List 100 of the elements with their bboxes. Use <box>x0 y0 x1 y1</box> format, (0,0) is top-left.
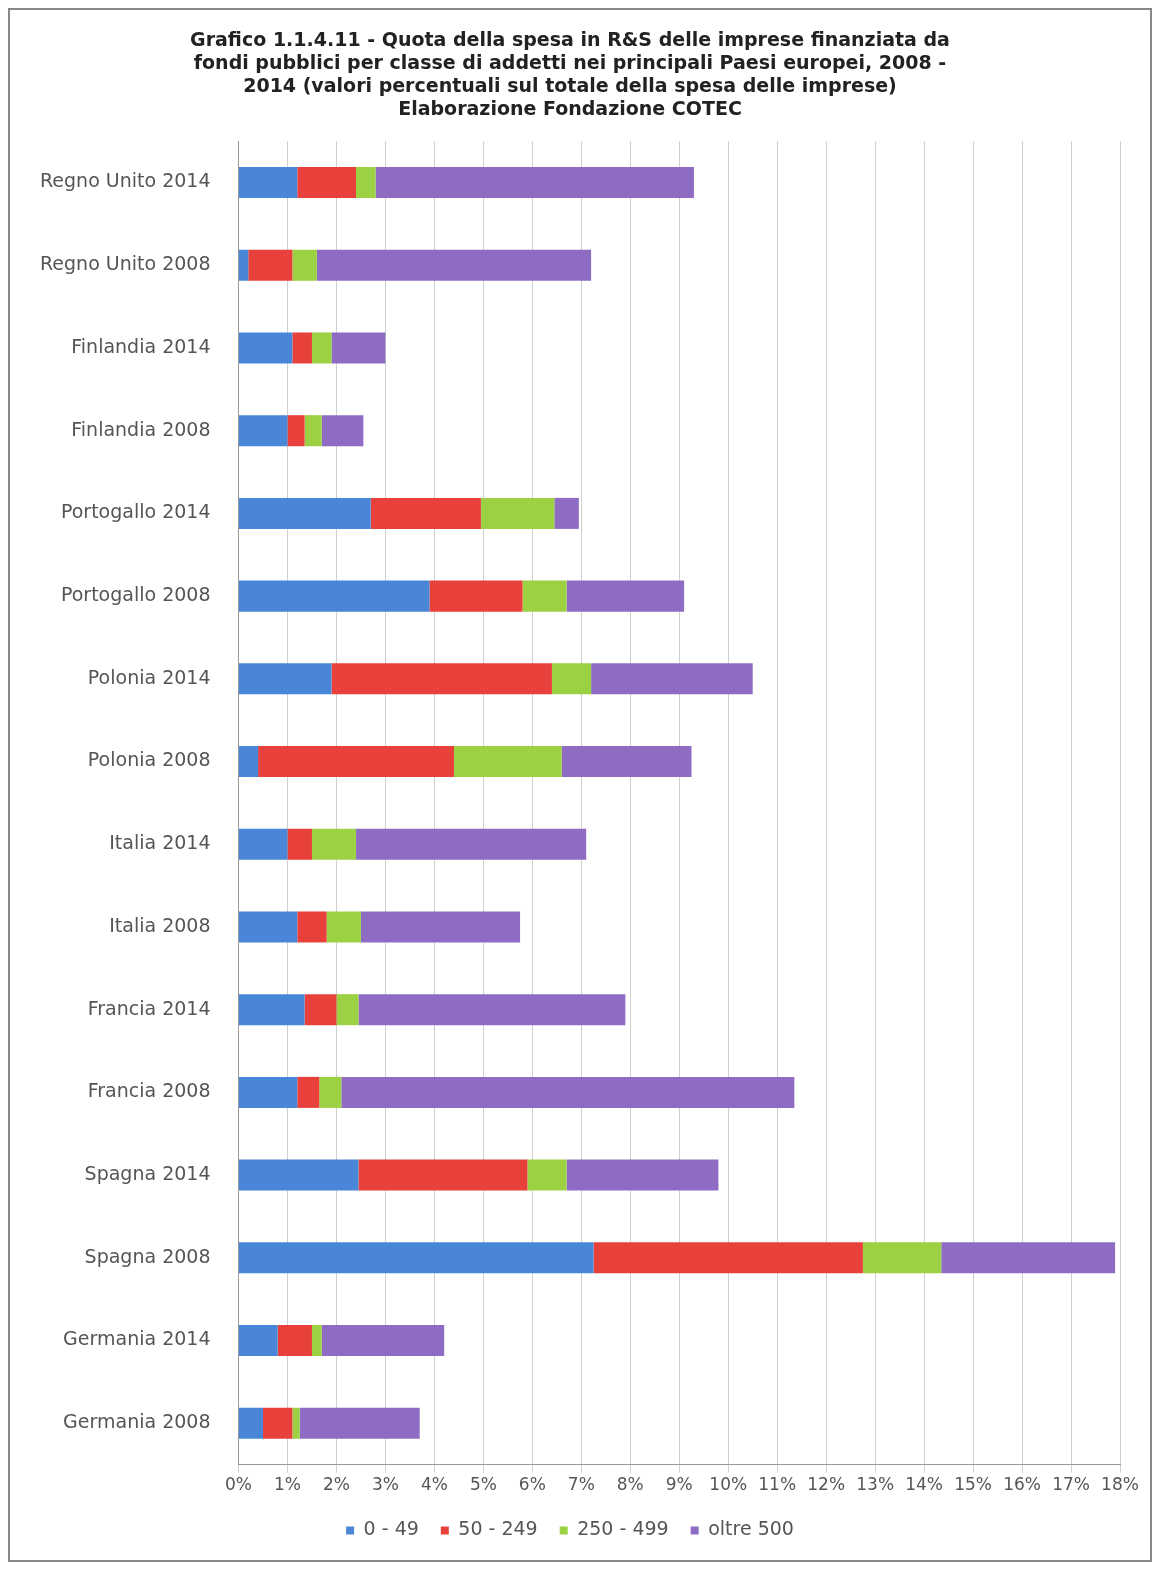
bar <box>336 994 359 1026</box>
bar <box>239 497 371 529</box>
x-tick-label: 9% <box>665 1474 693 1495</box>
bar <box>239 746 259 778</box>
x-tick-label: 14% <box>905 1474 944 1495</box>
bar <box>239 580 430 612</box>
bar <box>311 332 332 364</box>
bar <box>326 911 361 943</box>
bar <box>561 746 692 778</box>
bar <box>287 415 305 447</box>
x-tick-label: 16% <box>1003 1474 1041 1495</box>
bar <box>239 994 305 1026</box>
x-tick-label: 5% <box>469 1474 497 1495</box>
y-tick-label: Italia 2008 <box>109 913 211 936</box>
x-tick-label: 12% <box>807 1474 846 1495</box>
bar <box>239 911 298 943</box>
bar <box>239 1159 359 1191</box>
bar <box>297 911 327 943</box>
bar <box>239 249 249 281</box>
bar <box>239 663 332 695</box>
bar <box>239 332 293 364</box>
bar <box>316 249 592 281</box>
bar <box>566 580 685 612</box>
bar <box>527 1159 567 1191</box>
bar <box>480 497 555 529</box>
bar <box>304 994 337 1026</box>
bar <box>591 663 753 695</box>
bar <box>292 249 317 281</box>
y-tick-label: Finlandia 2014 <box>71 334 211 357</box>
bar <box>239 1242 594 1274</box>
bar <box>258 746 454 778</box>
bar <box>358 1159 528 1191</box>
bar <box>239 828 288 860</box>
x-tick-label: 17% <box>1052 1474 1090 1495</box>
bar <box>239 167 298 199</box>
bar <box>287 828 312 860</box>
legend-label: oltre 500 <box>708 1517 794 1540</box>
y-tick-label: Portogallo 2008 <box>60 583 211 606</box>
bar <box>862 1242 942 1274</box>
bar <box>356 828 587 860</box>
bar <box>297 167 357 199</box>
y-tick-label: Spagna 2014 <box>84 1162 211 1185</box>
bar <box>331 663 552 695</box>
x-tick-label: 6% <box>518 1474 546 1495</box>
y-tick-label: Finlandia 2008 <box>71 417 211 440</box>
bar <box>239 415 288 447</box>
legend-label: 50 - 249 <box>458 1517 538 1540</box>
bar <box>277 1325 312 1357</box>
x-tick-label: 2% <box>322 1474 350 1495</box>
bar <box>321 1325 445 1357</box>
bar <box>292 1407 300 1439</box>
bar <box>319 1076 342 1108</box>
y-tick-label: Germania 2014 <box>63 1327 211 1350</box>
bar <box>941 1242 1116 1274</box>
legend-label: 250 - 499 <box>577 1517 669 1540</box>
bar <box>262 1407 293 1439</box>
chart-title: Grafico 1.1.4.11 - Quota della spesa in R&S delle imprese finanziata da fondi pubblici per classe di addetti nei principali Paesi europei, 2008 - 2014 (valori percentuali sul totale della spesa delle imprese) Elaborazione Fondazione COTEC <box>190 28 950 119</box>
x-tick-label: 7% <box>567 1474 595 1495</box>
bar <box>341 1076 795 1108</box>
bar <box>370 497 481 529</box>
y-tick-label: Spagna 2008 <box>84 1244 211 1267</box>
x-tick-label: 8% <box>616 1474 644 1495</box>
y-tick-label: Francia 2008 <box>87 1079 211 1102</box>
bar <box>311 828 357 860</box>
bar <box>239 1325 278 1357</box>
bar <box>429 580 523 612</box>
x-tick-label: 0% <box>225 1474 252 1495</box>
legend-label: 0 - 49 <box>363 1517 419 1540</box>
x-tick-label: 18% <box>1101 1474 1139 1495</box>
y-tick-label: Regno Unito 2014 <box>40 169 211 192</box>
bar <box>566 1159 719 1191</box>
bar <box>554 497 579 529</box>
x-tick-label: 15% <box>954 1474 992 1495</box>
bar <box>551 663 592 695</box>
bar <box>239 1407 263 1439</box>
bar <box>311 1325 322 1357</box>
y-tick-label: Germania 2008 <box>63 1410 211 1433</box>
x-tick-label: 1% <box>273 1474 301 1495</box>
bar <box>299 1407 420 1439</box>
bar <box>522 580 567 612</box>
bar <box>321 415 364 447</box>
bar <box>248 249 293 281</box>
x-tick-label: 10% <box>709 1474 748 1495</box>
y-tick-label: Francia 2014 <box>87 996 211 1019</box>
x-tick-label: 4% <box>420 1474 448 1495</box>
bar <box>593 1242 863 1274</box>
y-tick-label: Polonia 2008 <box>87 748 211 771</box>
bar <box>358 994 626 1026</box>
y-tick-label: Portogallo 2014 <box>60 500 211 523</box>
x-tick-label: 3% <box>371 1474 399 1495</box>
bar <box>304 415 322 447</box>
bar <box>331 332 386 364</box>
y-tick-label: Italia 2014 <box>109 831 211 854</box>
bar <box>297 1076 320 1108</box>
y-tick-label: Regno Unito 2008 <box>40 252 211 275</box>
x-tick-label: 11% <box>758 1474 797 1495</box>
x-tick-label: 13% <box>856 1474 895 1495</box>
bar <box>453 746 562 778</box>
bar <box>292 332 312 364</box>
bar <box>239 1076 298 1108</box>
